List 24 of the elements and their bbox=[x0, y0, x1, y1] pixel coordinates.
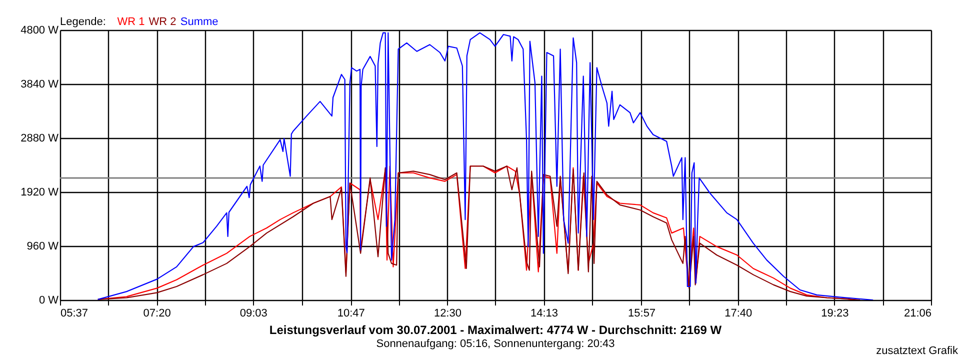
text: zusatztext Grafik bbox=[876, 345, 958, 357]
line-series bbox=[97, 32, 874, 300]
y-tick-label: 4800 W bbox=[20, 24, 60, 36]
y-tick-label: 3840 W bbox=[20, 78, 60, 90]
x-tick-label: 05:37 bbox=[60, 308, 88, 320]
x-tick-label: 07:20 bbox=[143, 308, 171, 320]
text: Leistungsverlauf vom 30.07.2001 - Maximalwert: 4774 W - Durchschnitt: 2169 W bbox=[269, 323, 722, 337]
x-tick-label: 14:13 bbox=[530, 308, 558, 320]
text: Summe bbox=[180, 16, 218, 28]
text: Sonnenaufgang: 05:16, Sonnenuntergang: 20:43 bbox=[376, 338, 615, 350]
y-tick-label: 960 W bbox=[26, 240, 60, 252]
x-tick-label: 10:47 bbox=[337, 308, 365, 320]
text: WR 1 bbox=[117, 16, 145, 28]
x-tick-label: 21:06 bbox=[904, 308, 932, 320]
x-tick-label: 09:03 bbox=[240, 308, 268, 320]
legend-title: Legende: bbox=[60, 16, 106, 28]
y-tick-label: 1920 W bbox=[20, 186, 60, 198]
x-tick-label: 12:30 bbox=[434, 308, 462, 320]
x-tick-label: 17:40 bbox=[724, 308, 752, 320]
y-tick-label: 0 W bbox=[38, 294, 60, 306]
x-tick-label: 19:23 bbox=[821, 308, 849, 320]
y-tick-label: 2880 W bbox=[20, 132, 60, 144]
text: WR 2 bbox=[148, 16, 176, 28]
x-tick-label: 15:57 bbox=[628, 308, 656, 320]
